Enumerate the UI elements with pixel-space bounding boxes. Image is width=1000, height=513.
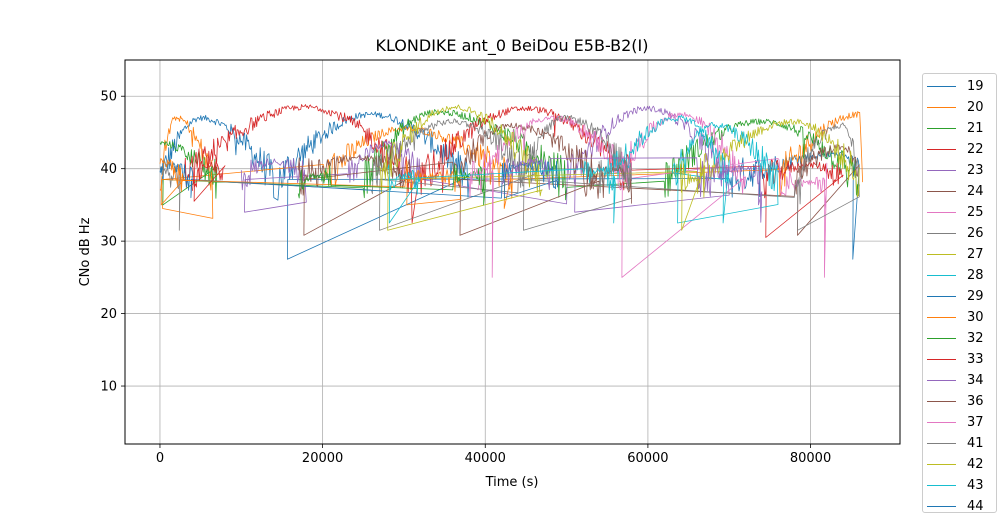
legend-swatch <box>927 128 956 129</box>
legend-label: 28 <box>967 268 984 283</box>
legend-item-34: 34 <box>923 370 996 391</box>
series-layer <box>159 104 863 278</box>
legend-item-44: 44 <box>923 496 996 513</box>
series-line-34 <box>501 157 763 223</box>
legend-item-29: 29 <box>923 286 996 307</box>
series-line-28 <box>606 114 779 224</box>
legend-item-19: 19 <box>923 76 996 97</box>
legend-item-32: 32 <box>923 328 996 349</box>
chart-title: KLONDIKE ant_0 BeiDou E5B-B2(I) <box>375 36 648 56</box>
legend-swatch <box>927 506 956 507</box>
y-tick-label: 40 <box>100 162 117 177</box>
legend-label: 34 <box>967 373 984 388</box>
legend-item-27: 27 <box>923 244 996 265</box>
series-line-33 <box>192 160 226 202</box>
legend-item-41: 41 <box>923 433 996 454</box>
legend-label: 44 <box>967 499 984 513</box>
legend-item-22: 22 <box>923 139 996 160</box>
legend-swatch <box>927 254 956 255</box>
legend-swatch <box>927 485 956 486</box>
legend-label: 26 <box>967 226 984 241</box>
legend-swatch <box>927 107 956 108</box>
series-line-24 <box>297 122 860 236</box>
legend-swatch <box>927 275 956 276</box>
legend-label: 25 <box>967 205 984 220</box>
legend-label: 23 <box>967 163 984 178</box>
legend-swatch <box>927 359 956 360</box>
legend-item-23: 23 <box>923 160 996 181</box>
legend-swatch <box>927 422 956 423</box>
x-tick-label: 60000 <box>627 451 668 466</box>
legend-swatch <box>927 212 956 213</box>
legend-swatch <box>927 443 956 444</box>
legend-swatch <box>927 149 956 150</box>
legend-label: 19 <box>967 79 984 94</box>
legend-label: 43 <box>967 478 984 493</box>
y-tick-label: 50 <box>100 90 117 105</box>
legend-label: 24 <box>967 184 984 199</box>
series-line-42 <box>680 163 706 231</box>
series-line-27 <box>379 104 860 231</box>
legend-swatch <box>927 464 956 465</box>
legend-swatch <box>927 191 956 192</box>
legend-swatch <box>927 296 956 297</box>
y-axis-ticks: 10 20 30 40 50 <box>100 90 125 395</box>
legend-item-24: 24 <box>923 181 996 202</box>
x-axis-label: Time (s) <box>485 475 539 490</box>
legend-label: 32 <box>967 331 984 346</box>
x-tick-label: 80000 <box>790 451 831 466</box>
legend-item-21: 21 <box>923 118 996 139</box>
series-line-26 <box>159 114 860 231</box>
legend-swatch <box>927 170 956 171</box>
legend-item-37: 37 <box>923 412 996 433</box>
legend-item-43: 43 <box>923 475 996 496</box>
series-line-41 <box>598 159 632 194</box>
legend-swatch <box>927 317 956 318</box>
x-axis-ticks: 0 20000 40000 60000 80000 <box>156 444 831 466</box>
x-tick-label: 40000 <box>465 451 506 466</box>
legend-label: 29 <box>967 289 984 304</box>
x-tick-label: 0 <box>156 451 164 466</box>
series-line-32 <box>297 164 486 206</box>
legend-label: 21 <box>967 121 984 136</box>
figure-background <box>0 0 1000 500</box>
legend-label: 36 <box>967 394 984 409</box>
legend-label: 33 <box>967 352 984 367</box>
y-tick-label: 30 <box>100 235 117 250</box>
legend-item-42: 42 <box>923 454 996 475</box>
legend: 19 20 21 22 23 24 25 26 27 28 29 30 32 33 34 36 37 41 42 43… <box>922 73 997 513</box>
legend-item-25: 25 <box>923 202 996 223</box>
legend-swatch <box>927 233 956 234</box>
legend-label: 22 <box>967 142 984 157</box>
y-tick-label: 10 <box>100 380 117 395</box>
legend-swatch <box>927 338 956 339</box>
legend-item-20: 20 <box>923 97 996 118</box>
y-axis-label: CNo dB Hz <box>78 217 93 286</box>
legend-label: 37 <box>967 415 984 430</box>
legend-item-28: 28 <box>923 265 996 286</box>
legend-swatch <box>927 380 956 381</box>
legend-label: 41 <box>967 436 984 451</box>
legend-label: 42 <box>967 457 984 472</box>
legend-item-33: 33 <box>923 349 996 370</box>
y-tick-label: 20 <box>100 307 117 322</box>
legend-swatch <box>927 401 956 402</box>
legend-swatch <box>927 86 956 87</box>
legend-label: 27 <box>967 247 984 262</box>
legend-item-26: 26 <box>923 223 996 244</box>
legend-item-30: 30 <box>923 307 996 328</box>
plot-area-frame <box>124 59 901 445</box>
chart-svg: KLONDIKE ant_0 BeiDou E5B-B2(I) 0 20000 40… <box>0 0 1000 500</box>
x-tick-label: 20000 <box>302 451 343 466</box>
legend-label: 20 <box>967 100 984 115</box>
legend-item-36: 36 <box>923 391 996 412</box>
series-line-43 <box>387 160 616 224</box>
legend-label: 30 <box>967 310 984 325</box>
series-line-37 <box>468 160 494 278</box>
